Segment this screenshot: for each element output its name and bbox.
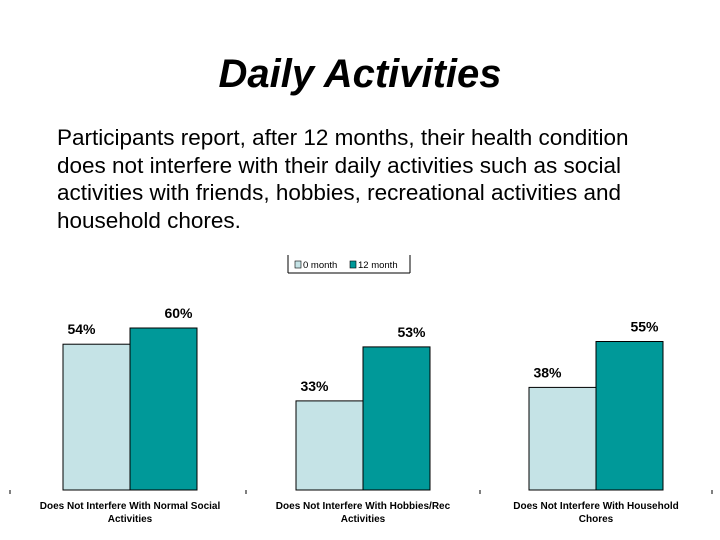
- data-label-3-series-2: 55%: [630, 319, 659, 335]
- slide-title: Daily Activities: [218, 52, 502, 96]
- legend-label-0-month: 0 month: [303, 260, 337, 271]
- category-label-1-line-1: Does Not Interfere With Normal Social: [40, 501, 221, 512]
- category-label-3-line-2: Chores: [579, 514, 614, 525]
- data-label-3-series-1: 38%: [533, 364, 562, 380]
- legend-swatch-0-month: [294, 260, 302, 269]
- category-label-1-line-2: Activities: [108, 514, 153, 525]
- data-label-2-series-1: 33%: [300, 378, 329, 394]
- data-label-1-series-2: 60%: [164, 305, 193, 321]
- slide-body-text: Participants report, after 12 months, th…: [57, 125, 629, 233]
- bar-3-series-1: [528, 386, 597, 491]
- bar-2-series-1: [295, 400, 364, 491]
- category-label-2-line-2: Activities: [341, 514, 386, 525]
- legend-label-12-month: 12 month: [358, 260, 398, 271]
- bar-1-series-1: [62, 343, 131, 491]
- chart-legend: 0 month 12 month: [287, 255, 411, 274]
- category-label-3-line-1: Does Not Interfere With Household: [513, 501, 678, 512]
- bar-2-series-2: [362, 346, 431, 491]
- bar-3-series-2: [595, 341, 664, 491]
- category-label-2-line-1: Does Not Interfere With Hobbies/Rec: [276, 501, 451, 512]
- bar-1-series-2: [129, 327, 198, 491]
- bar-chart: 0 month 12 month 54% 60% Does Not Interfer…: [9, 255, 713, 525]
- data-label-1-series-1: 54%: [67, 321, 96, 337]
- plot-area: 54% 60% Does Not Interfere With Normal Soc…: [9, 305, 713, 525]
- data-label-2-series-2: 53%: [397, 324, 426, 340]
- legend-swatch-12-month: [349, 260, 357, 269]
